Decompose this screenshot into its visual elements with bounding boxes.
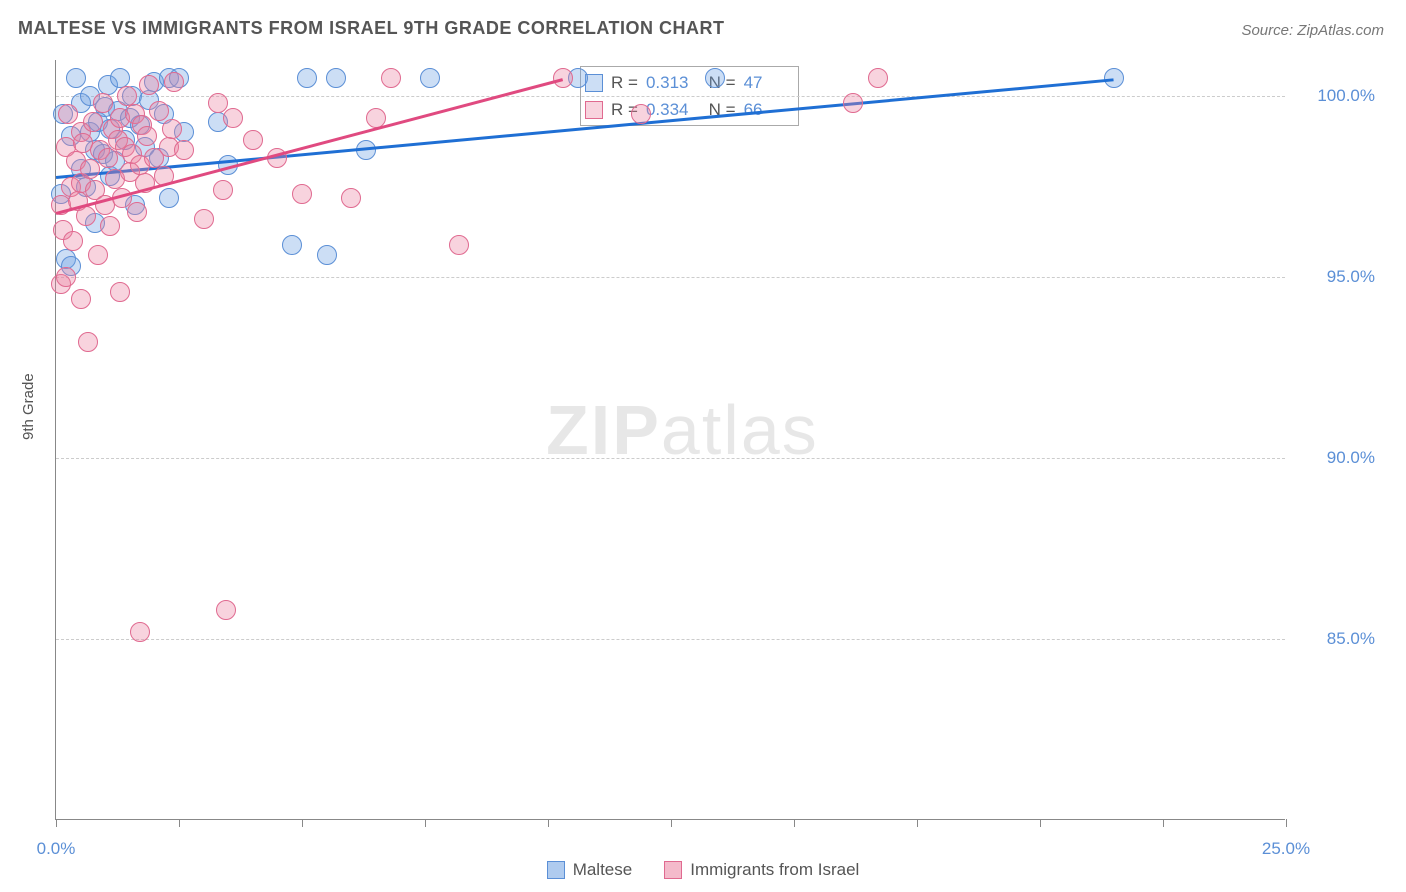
data-point [326, 68, 346, 88]
data-point [868, 68, 888, 88]
x-tick-label: 25.0% [1262, 839, 1310, 859]
data-point [149, 101, 169, 121]
data-point [553, 68, 573, 88]
x-tick [302, 819, 303, 827]
x-tick [1163, 819, 1164, 827]
data-point [843, 93, 863, 113]
data-point [194, 209, 214, 229]
data-point [243, 130, 263, 150]
legend-swatch-icon [664, 861, 682, 879]
plot-area: ZIPatlas R =0.313 N =47R =0.334 N =66 85… [55, 60, 1285, 820]
data-point [93, 93, 113, 113]
x-tick-label: 0.0% [37, 839, 76, 859]
legend-item: Immigrants from Israel [664, 860, 859, 880]
x-tick [1286, 819, 1287, 827]
legend-label: Immigrants from Israel [690, 860, 859, 880]
y-tick-label: 95.0% [1295, 267, 1375, 287]
chart-title: MALTESE VS IMMIGRANTS FROM ISRAEL 9TH GR… [18, 18, 725, 39]
data-point [223, 108, 243, 128]
data-point [127, 202, 147, 222]
gridline [56, 639, 1285, 640]
y-axis-title: 9th Grade [20, 373, 37, 440]
data-point [705, 68, 725, 88]
data-point [56, 267, 76, 287]
data-point [216, 600, 236, 620]
data-point [449, 235, 469, 255]
legend-swatch-icon [585, 74, 603, 92]
x-tick [179, 819, 180, 827]
data-point [63, 231, 83, 251]
legend-label: Maltese [573, 860, 633, 880]
data-point [58, 104, 78, 124]
stat-r-value: 0.313 [646, 69, 696, 96]
gridline [56, 277, 1285, 278]
x-tick [548, 819, 549, 827]
data-point [159, 188, 179, 208]
data-point [631, 104, 651, 124]
stat-n-value: 47 [744, 69, 794, 96]
x-tick [425, 819, 426, 827]
data-point [71, 289, 91, 309]
data-point [282, 235, 302, 255]
x-tick [917, 819, 918, 827]
stat-label: N = [704, 96, 736, 123]
stats-row: R =0.313 N =47 [585, 69, 794, 96]
gridline [56, 96, 1285, 97]
data-point [174, 140, 194, 160]
data-point [88, 245, 108, 265]
data-point [292, 184, 312, 204]
y-tick-label: 90.0% [1295, 448, 1375, 468]
data-point [420, 68, 440, 88]
data-point [100, 216, 120, 236]
data-point [381, 68, 401, 88]
data-point [164, 72, 184, 92]
data-point [162, 119, 182, 139]
legend-item: Maltese [547, 860, 633, 880]
data-point [130, 622, 150, 642]
legend-swatch-icon [547, 861, 565, 879]
data-point [213, 180, 233, 200]
x-tick [1040, 819, 1041, 827]
data-point [139, 75, 159, 95]
stat-label: R = [611, 69, 638, 96]
x-tick [56, 819, 57, 827]
data-point [297, 68, 317, 88]
data-point [341, 188, 361, 208]
gridline [56, 458, 1285, 459]
data-point [83, 112, 103, 132]
x-tick [794, 819, 795, 827]
source-label: Source: ZipAtlas.com [1241, 22, 1384, 39]
data-point [110, 282, 130, 302]
y-tick-label: 100.0% [1295, 86, 1375, 106]
data-point [317, 245, 337, 265]
data-point [76, 206, 96, 226]
data-point [137, 126, 157, 146]
data-point [117, 86, 137, 106]
data-point [78, 332, 98, 352]
y-tick-label: 85.0% [1295, 629, 1375, 649]
data-point [66, 68, 86, 88]
data-point [110, 68, 130, 88]
x-tick [671, 819, 672, 827]
legend: Maltese Immigrants from Israel [0, 860, 1406, 880]
legend-swatch-icon [585, 101, 603, 119]
